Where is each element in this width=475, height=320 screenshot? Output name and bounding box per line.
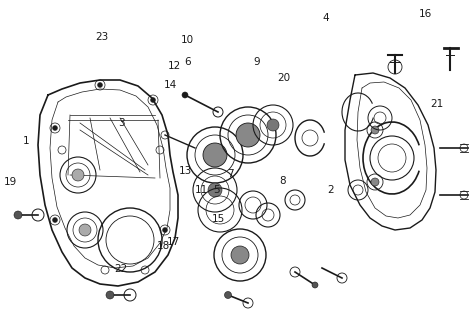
Circle shape	[225, 292, 231, 299]
Text: 16: 16	[418, 9, 432, 20]
Text: 10: 10	[181, 35, 194, 45]
Circle shape	[208, 183, 222, 197]
Text: 19: 19	[4, 177, 17, 188]
Circle shape	[72, 169, 84, 181]
Text: 18: 18	[157, 241, 171, 252]
Circle shape	[371, 126, 379, 134]
Circle shape	[236, 123, 260, 147]
Text: 1: 1	[23, 136, 29, 146]
Circle shape	[79, 224, 91, 236]
Text: 23: 23	[95, 32, 109, 42]
Circle shape	[371, 178, 379, 186]
Text: 5: 5	[213, 185, 219, 196]
Text: 20: 20	[277, 73, 291, 84]
Circle shape	[267, 119, 279, 131]
Circle shape	[106, 291, 114, 299]
Text: 11: 11	[195, 185, 209, 196]
Text: 6: 6	[184, 57, 191, 68]
Circle shape	[151, 98, 155, 102]
Circle shape	[97, 83, 103, 87]
Circle shape	[14, 211, 22, 219]
Text: 13: 13	[179, 166, 192, 176]
Circle shape	[231, 246, 249, 264]
Text: 17: 17	[167, 236, 180, 247]
Text: 22: 22	[114, 264, 128, 274]
Text: 15: 15	[212, 214, 225, 224]
Text: 8: 8	[279, 176, 286, 186]
Text: 7: 7	[227, 169, 234, 180]
Circle shape	[53, 218, 57, 222]
Text: 14: 14	[163, 80, 177, 90]
Text: 9: 9	[253, 57, 260, 68]
Text: 12: 12	[168, 60, 181, 71]
Circle shape	[312, 282, 318, 288]
Text: 3: 3	[118, 118, 124, 128]
Text: 2: 2	[327, 185, 333, 196]
Circle shape	[162, 228, 168, 233]
Circle shape	[203, 143, 227, 167]
Circle shape	[53, 125, 57, 131]
Text: 21: 21	[430, 99, 444, 109]
Text: 4: 4	[322, 12, 329, 23]
Circle shape	[182, 92, 188, 98]
